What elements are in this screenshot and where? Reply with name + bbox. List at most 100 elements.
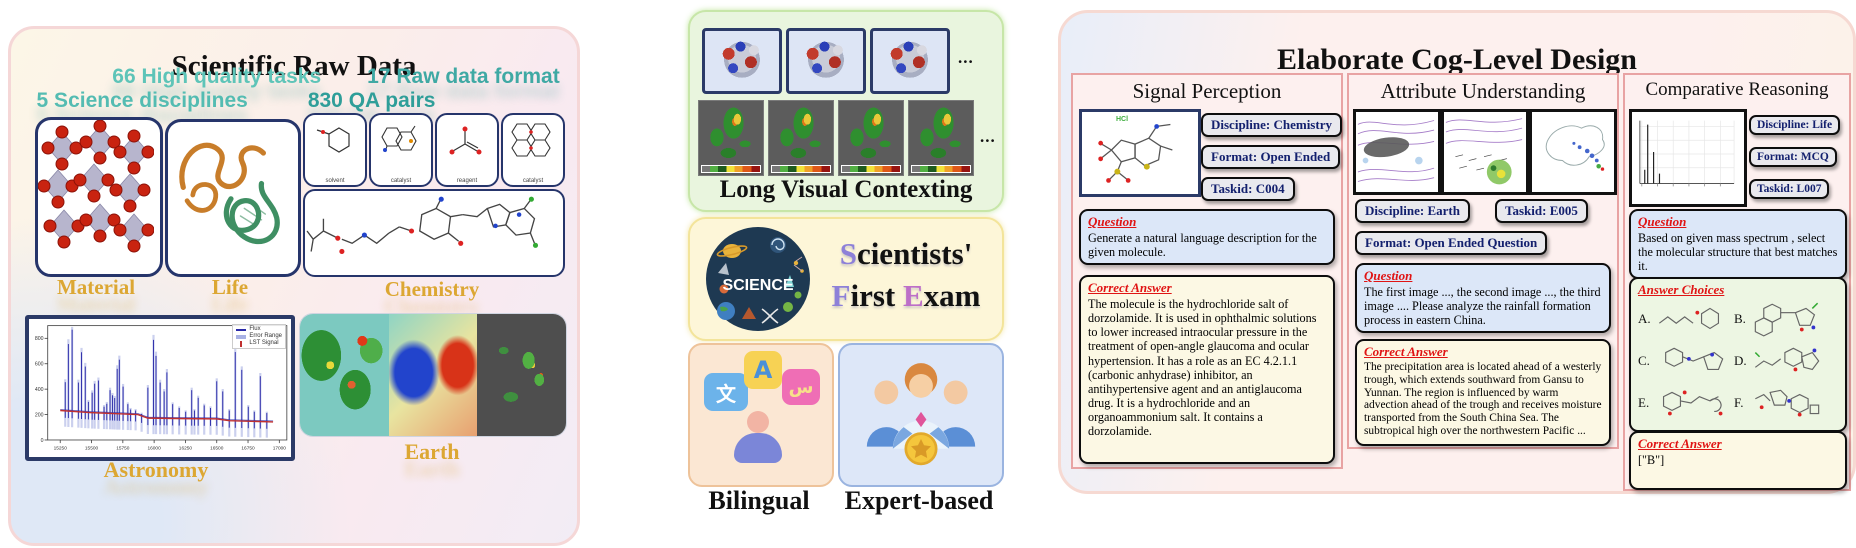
answer-header: Correct Answer: [1364, 344, 1448, 359]
weather-map-3: [1529, 109, 1617, 195]
arabic-glyph: س: [788, 376, 814, 398]
signal-perception-title: Signal Perception: [1132, 79, 1282, 103]
mass-spectrum-image: [1629, 109, 1747, 207]
stat-science-disciplines: 5 Science disciplines: [36, 89, 248, 112]
scientific-raw-data-panel: Scientific Raw Data 66 High quality task…: [8, 26, 580, 546]
legend-flux: Flux: [249, 326, 261, 332]
choice-molecule-c: [1665, 347, 1724, 371]
badge-taskid: Taskid: C004: [1201, 177, 1295, 201]
radar-frame-2: [768, 100, 834, 176]
material-label: Material: [56, 275, 136, 299]
stat-high-quality-tasks: 66 High quality tasks: [112, 65, 322, 88]
expert-group-icon: [866, 363, 976, 466]
weather-map-1: [1353, 109, 1441, 195]
radar-frame-3: [838, 100, 904, 176]
dorzolamide-graphic: [1098, 123, 1173, 183]
molecule-image: HCl: [1079, 109, 1201, 197]
protein-ribbon-graphic: [179, 142, 280, 245]
expert-based-panel: [838, 343, 1004, 487]
badge-taskid: Taskid: E005: [1495, 199, 1588, 223]
question-text: Generate a natural language description …: [1088, 231, 1317, 260]
earth-heatmap: [388, 314, 478, 436]
chem-card-label: catalyst: [522, 178, 544, 184]
person-body-icon: [734, 433, 782, 463]
chem-card-label: catalyst: [390, 178, 412, 184]
choice-letter: D.: [1734, 353, 1747, 368]
question-box: Question The first image ..., the second…: [1355, 263, 1611, 334]
mass-spectrum-graphic: [1639, 120, 1735, 187]
chem-card-reagent: reagent: [435, 113, 499, 187]
contour-map-graphic: [1357, 120, 1435, 182]
life-label: Life: [211, 275, 249, 299]
radar-frame-1: [698, 100, 764, 176]
choice-molecule-e: [1662, 390, 1723, 416]
legend-error-range: Error Range: [249, 333, 282, 339]
chem-card-catalyst-1: catalyst: [369, 113, 433, 187]
svg-text:200: 200: [35, 412, 44, 418]
scientists-first-exam-panel: SCIENCE Scientists' First Exam: [688, 217, 1004, 341]
svg-text:16000: 16000: [147, 445, 161, 451]
sfe-word1-rest: cientists': [856, 236, 973, 271]
correct-answer-box: Correct Answer The molecule is the hydro…: [1079, 275, 1335, 464]
signal-perception-column: Signal Perception HCl Discipline: Chemis…: [1071, 73, 1343, 469]
badge-discipline: Discipline: Life: [1749, 115, 1841, 135]
svg-text:15500: 15500: [85, 445, 99, 451]
expert-based-label: Expert-based: [844, 486, 994, 515]
answer-text: The precipitation area is located ahead …: [1364, 361, 1602, 437]
comparative-reasoning-column: Comparative Reasoning: [1623, 73, 1851, 491]
question-header: Question: [1364, 268, 1413, 283]
right-panel-title: Elaborate Cog-Level Design: [1277, 43, 1637, 77]
ellipsis-radar: ...: [980, 127, 996, 146]
svg-text:15750: 15750: [116, 445, 130, 451]
choices-grid: A. B. C. D.: [1638, 300, 1838, 422]
badge-discipline: Discipline: Chemistry: [1201, 113, 1342, 137]
chemistry-wide-image: [303, 189, 565, 277]
stat-qa-pairs: 830 QA pairs: [307, 89, 436, 112]
badge-format: Format: Open Ended Question: [1355, 231, 1548, 255]
answer-header: Correct Answer: [1088, 280, 1172, 295]
chemistry-label: Chemistry: [384, 277, 480, 301]
earth-label: Earth: [404, 439, 460, 464]
flux-timeseries-plot: 0 200 400 600 800 15250 15500 15750 16000 16250 16…: [35, 325, 288, 451]
answer-text: ["B"]: [1638, 453, 1665, 467]
chem-card-solvent: solvent: [303, 113, 367, 187]
stats-row-1: 66 High quality tasks 17 Raw data format: [53, 65, 619, 89]
choice-molecule-f: [1755, 389, 1820, 417]
question-box: Question Generate a natural language des…: [1079, 209, 1335, 266]
choice-letter: C.: [1638, 353, 1650, 368]
legend-lst-signal: LST Signal: [249, 340, 279, 346]
science-logo-text: SCIENCE: [722, 277, 793, 294]
sfe-word2-rest: irst: [850, 278, 903, 313]
choice-letter: F.: [1734, 395, 1744, 410]
latin-glyph: A: [753, 356, 773, 384]
radar-color-scale: [911, 165, 971, 173]
protein-surface-image-1: [702, 28, 782, 94]
question-text: Based on given mass spectrum , select th…: [1638, 231, 1838, 274]
comparative-reasoning-title: Comparative Reasoning: [1645, 79, 1829, 100]
chinese-glyph-tile: 文: [704, 373, 748, 411]
sfe-initial-s: S: [839, 236, 857, 271]
badge-format: Format: MCQ: [1749, 147, 1837, 167]
chart-legend: Flux Error Range LST Signal: [232, 324, 286, 349]
earth-radar-map-2: [477, 314, 566, 436]
question-header: Question: [1088, 214, 1137, 229]
svg-text:16500: 16500: [210, 445, 224, 451]
svg-text:800: 800: [35, 336, 44, 342]
svg-text:400: 400: [35, 387, 44, 393]
science-logo: SCIENCE: [706, 227, 810, 331]
catalyst2-molecule-graphic: [511, 123, 551, 157]
choice-molecule-d: [1754, 347, 1820, 372]
astronomy-chart: 0 200 400 600 800 15250 15500 15750 16000 16250 16…: [25, 315, 295, 461]
badge-format: Format: Open Ended: [1201, 145, 1341, 169]
radar-color-scale: [701, 165, 761, 173]
material-image: [35, 117, 163, 277]
svg-text:16750: 16750: [241, 445, 255, 451]
crystal-structure-graphic: [38, 120, 155, 253]
protein-surface-image-2: [786, 28, 866, 94]
reagent-molecule-graphic: [449, 126, 482, 155]
answer-header: Correct Answer: [1638, 436, 1722, 451]
long-molecule-graphic: [306, 196, 539, 255]
svg-text:17000: 17000: [273, 445, 287, 451]
bilingual-label: Bilingual: [708, 486, 810, 515]
